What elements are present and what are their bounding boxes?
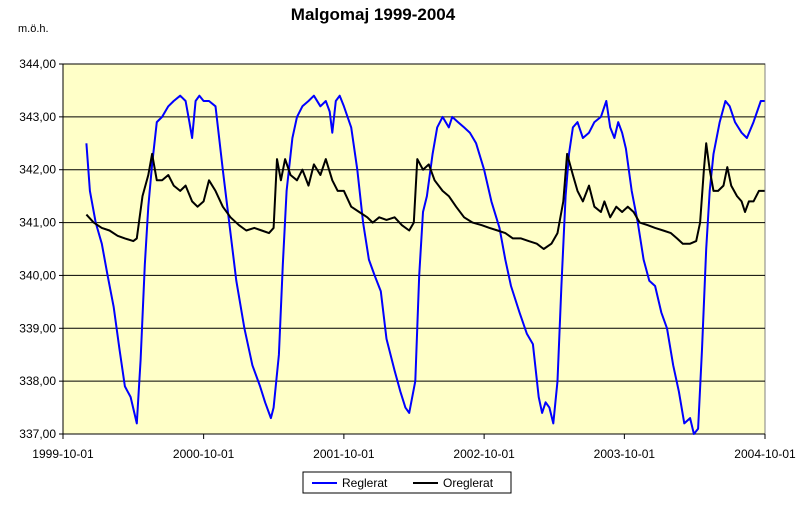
- chart-title: Malgomaj 1999-2004: [291, 5, 456, 24]
- x-tick-label: 1999-10-01: [32, 447, 94, 461]
- y-tick-label: 343,00: [19, 110, 56, 124]
- y-tick-label: 344,00: [19, 57, 56, 71]
- x-tick-label: 2003-10-01: [594, 447, 656, 461]
- y-tick-label: 340,00: [19, 268, 56, 282]
- legend-label-oreglerat: Oreglerat: [443, 476, 494, 490]
- x-tick-label: 2002-10-01: [453, 447, 515, 461]
- y-tick-label: 339,00: [19, 321, 56, 335]
- y-tick-label: 338,00: [19, 374, 56, 388]
- x-axis: 1999-10-01 2000-10-01 2001-10-01 2002-10-01…: [32, 433, 796, 461]
- y-axis: 337,00 338,00 339,00 340,00 341,00 342,00 343,…: [19, 57, 64, 441]
- x-tick-label: 2000-10-01: [173, 447, 235, 461]
- series-line-oreglerat: [85, 142, 765, 250]
- y-axis-label: m.ö.h.: [18, 23, 49, 35]
- x-tick-label: 2004-10-01: [734, 447, 796, 461]
- x-tick-label: 2001-10-01: [313, 447, 375, 461]
- legend-box: [302, 471, 512, 494]
- series-line-reglerat: [85, 94, 765, 435]
- legend-label-reglerat: Reglerat: [342, 476, 388, 490]
- legend: Reglerat Oreglerat: [302, 471, 512, 494]
- y-tick-label: 337,00: [19, 427, 56, 441]
- series-layer: [85, 94, 765, 435]
- y-tick-label: 342,00: [19, 163, 56, 177]
- plot-area: [62, 63, 766, 435]
- y-tick-label: 341,00: [19, 216, 56, 230]
